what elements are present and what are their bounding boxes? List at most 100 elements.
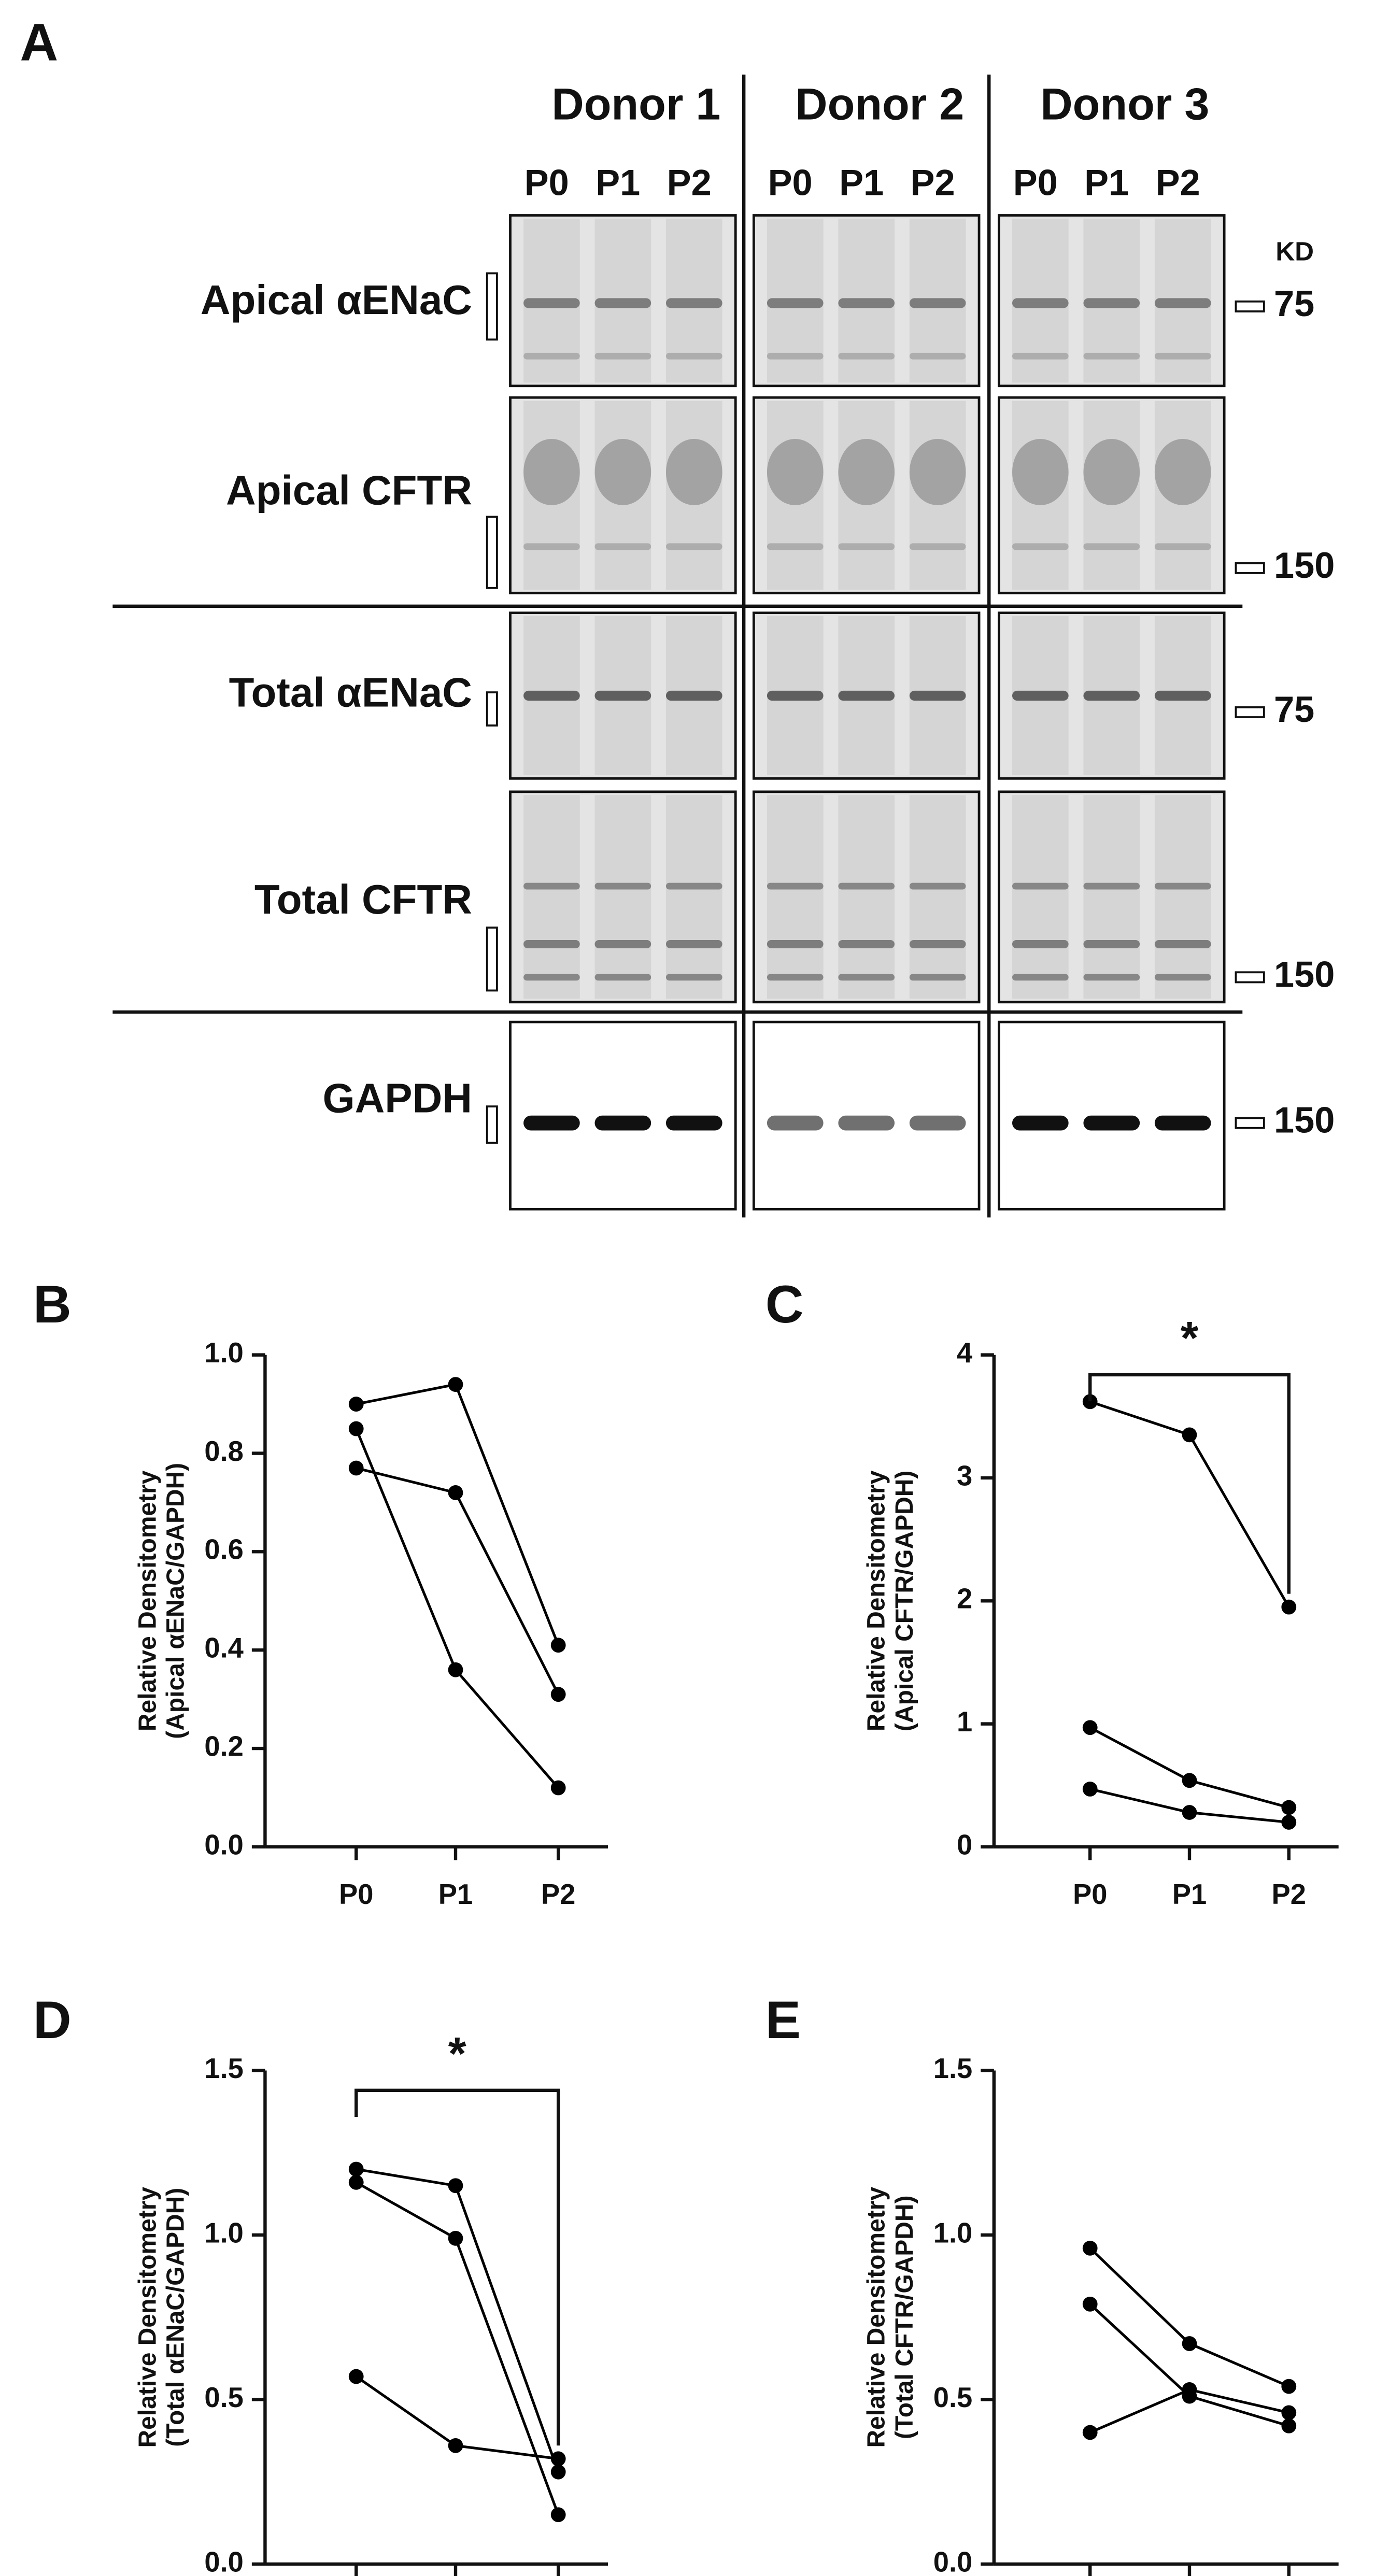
data-point — [348, 2161, 364, 2177]
lane-smear — [767, 218, 824, 383]
band — [1083, 1115, 1140, 1131]
size-bracket — [486, 272, 498, 341]
data-point — [348, 1421, 364, 1436]
y-tick-label: 2 — [957, 1583, 972, 1615]
unit-label: KD — [1275, 237, 1314, 266]
marker-label: 75 — [1274, 689, 1314, 730]
x-tick-label: P0 — [1073, 1878, 1107, 1910]
row-label: Total CFTR — [254, 876, 472, 922]
lane-smear — [838, 795, 895, 999]
band — [767, 974, 824, 981]
band — [909, 439, 966, 505]
band — [523, 543, 580, 550]
size-bracket — [486, 691, 498, 727]
marker-label: 150 — [1274, 953, 1335, 994]
series-line — [356, 1383, 560, 1646]
data-point — [448, 2438, 463, 2453]
lane-label: P2 — [667, 162, 712, 203]
blot-image — [509, 396, 737, 594]
blot-image — [998, 1020, 1226, 1211]
blot-image — [998, 790, 1226, 1004]
donor-label: Donor 3 — [1040, 80, 1209, 130]
blot-frame — [752, 790, 981, 1004]
y-axis-label: Relative Densitometry — [134, 2187, 161, 2448]
band — [767, 352, 824, 360]
blot-image — [509, 790, 737, 1004]
series-line — [1089, 2247, 1289, 2388]
band — [1012, 690, 1069, 701]
y-tick-label: 1.5 — [933, 2053, 973, 2084]
band — [1083, 543, 1140, 550]
blot-image — [752, 214, 981, 388]
data-point — [1281, 2405, 1297, 2421]
band — [909, 543, 966, 550]
lane-label: P0 — [525, 162, 569, 203]
band — [909, 883, 966, 890]
lane-smear — [1154, 795, 1211, 999]
donor-label: Donor 1 — [551, 80, 720, 130]
y-tick-label: 3 — [957, 1460, 972, 1491]
lane-smear — [1012, 218, 1069, 383]
blot-frame — [509, 790, 737, 1004]
marker-label: 150 — [1274, 545, 1335, 586]
y-axis-label: Relative Densitometry — [863, 1470, 890, 1731]
x-tick-label: P1 — [438, 1878, 473, 1910]
row-label: Total αENaC — [229, 670, 472, 716]
panel-label: B — [33, 1274, 72, 1334]
lane-smear — [838, 401, 895, 590]
blot-frame — [509, 396, 737, 594]
band — [1154, 543, 1211, 550]
data-point — [1082, 1394, 1098, 1410]
band — [1083, 690, 1140, 701]
band — [1083, 883, 1140, 890]
band — [594, 439, 651, 505]
data-point — [448, 1377, 463, 1392]
band — [594, 690, 651, 701]
band — [838, 1115, 895, 1131]
band — [1154, 690, 1211, 701]
size-bracket — [486, 927, 498, 992]
y-axis-label: (Total αENaC/GAPDH) — [162, 2188, 190, 2447]
band — [665, 439, 722, 505]
blot-image — [509, 1020, 737, 1211]
significance-bracket — [1088, 1373, 1291, 1594]
marker-tick — [1235, 300, 1265, 312]
band — [909, 974, 966, 981]
row-label: Apical αENaC — [201, 277, 472, 323]
blot-frame — [509, 214, 737, 388]
lane-smear — [1154, 218, 1211, 383]
panel-label: C — [766, 1274, 804, 1334]
band — [838, 543, 895, 550]
blot-image — [998, 396, 1226, 594]
y-tick-label: 0.4 — [204, 1632, 244, 1664]
marker-tick — [1235, 562, 1265, 574]
band — [1154, 974, 1211, 981]
series-line — [355, 1428, 560, 1789]
lane-smear — [1012, 795, 1069, 999]
x-tick-label: P2 — [1272, 1878, 1306, 1910]
blot-image — [752, 790, 981, 1004]
significance-label: * — [1181, 1312, 1199, 1364]
size-bracket — [486, 1105, 498, 1144]
band — [838, 298, 895, 308]
band — [594, 940, 651, 948]
band — [523, 1115, 580, 1131]
data-point — [348, 1397, 364, 1412]
band — [665, 1115, 722, 1131]
data-point — [1082, 2240, 1098, 2256]
lane-smear — [838, 218, 895, 383]
band — [1012, 439, 1069, 505]
y-axis-label: Relative Densitometry — [134, 1470, 161, 1731]
lane-smear — [523, 401, 580, 590]
band — [838, 690, 895, 701]
lane-smear — [1154, 401, 1211, 590]
row-label: Apical CFTR — [226, 467, 472, 514]
band — [1154, 1115, 1211, 1131]
band — [1083, 974, 1140, 981]
blot-frame — [998, 214, 1226, 388]
band — [665, 940, 722, 948]
panel-label: D — [33, 1990, 72, 2050]
band — [909, 1115, 966, 1131]
band — [1083, 352, 1140, 360]
data-point — [1182, 1427, 1197, 1443]
